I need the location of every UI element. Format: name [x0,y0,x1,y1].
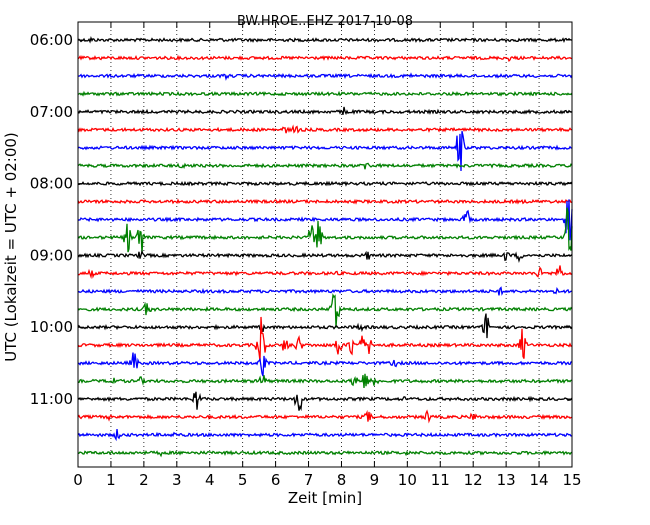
x-tick-label: 8 [337,471,347,489]
plot-frame [77,21,573,468]
x-tick-label: 15 [562,471,581,489]
trace-line [77,352,573,377]
trace-line [77,293,573,328]
x-tick-label: 9 [370,471,380,489]
x-tick-label: 14 [530,471,549,489]
trace-line [77,313,573,339]
trace-line [77,207,573,254]
trace-line [77,265,573,280]
x-tick-label: 11 [431,471,450,489]
trace-line [77,199,573,241]
y-tick-label: 10:00 [30,318,73,336]
x-tick-label: 3 [172,471,182,489]
trace-line [77,162,573,170]
x-tick-label: 12 [464,471,483,489]
x-axis-label: Zeit [min] [288,489,362,507]
y-tick-label: 08:00 [30,175,73,193]
trace-line [77,90,573,97]
trace-line [77,391,573,412]
y-tick-label: 07:00 [30,103,73,121]
trace-line [77,428,573,442]
y-tick-label: 09:00 [30,246,73,264]
trace-line [77,409,573,424]
x-tick-label: 0 [73,471,83,489]
trace-line [77,124,573,134]
x-tick-label: 2 [139,471,149,489]
trace-line [77,249,573,264]
trace-line [77,54,573,63]
axis-ticks: 0 1 2 3 4 5 6 7 8 9 10 11 12 13 14 1506:0007:0008:0009:… [30,22,582,489]
trace-line [77,286,573,296]
trace-lines [77,36,573,458]
x-tick-label: 7 [304,471,314,489]
trace-line [77,373,573,388]
trace-line [77,72,573,81]
y-tick-label: 06:00 [30,31,73,49]
trace-line [77,449,573,458]
x-tick-label: 1 [106,471,116,489]
trace-line [77,36,573,44]
x-tick-label: 13 [497,471,516,489]
trace-line [77,198,573,205]
trace-line [77,106,573,116]
x-tick-label: 10 [398,471,417,489]
trace-line [77,316,573,362]
x-tick-label: 5 [238,471,248,489]
y-axis-label: UTC (Lokalzeit = UTC + 02:00) [2,132,20,362]
x-tick-label: 4 [205,471,215,489]
trace-line [77,180,573,187]
y-tick-label: 11:00 [30,390,73,408]
x-tick-label: 6 [271,471,281,489]
trace-line [77,131,573,171]
